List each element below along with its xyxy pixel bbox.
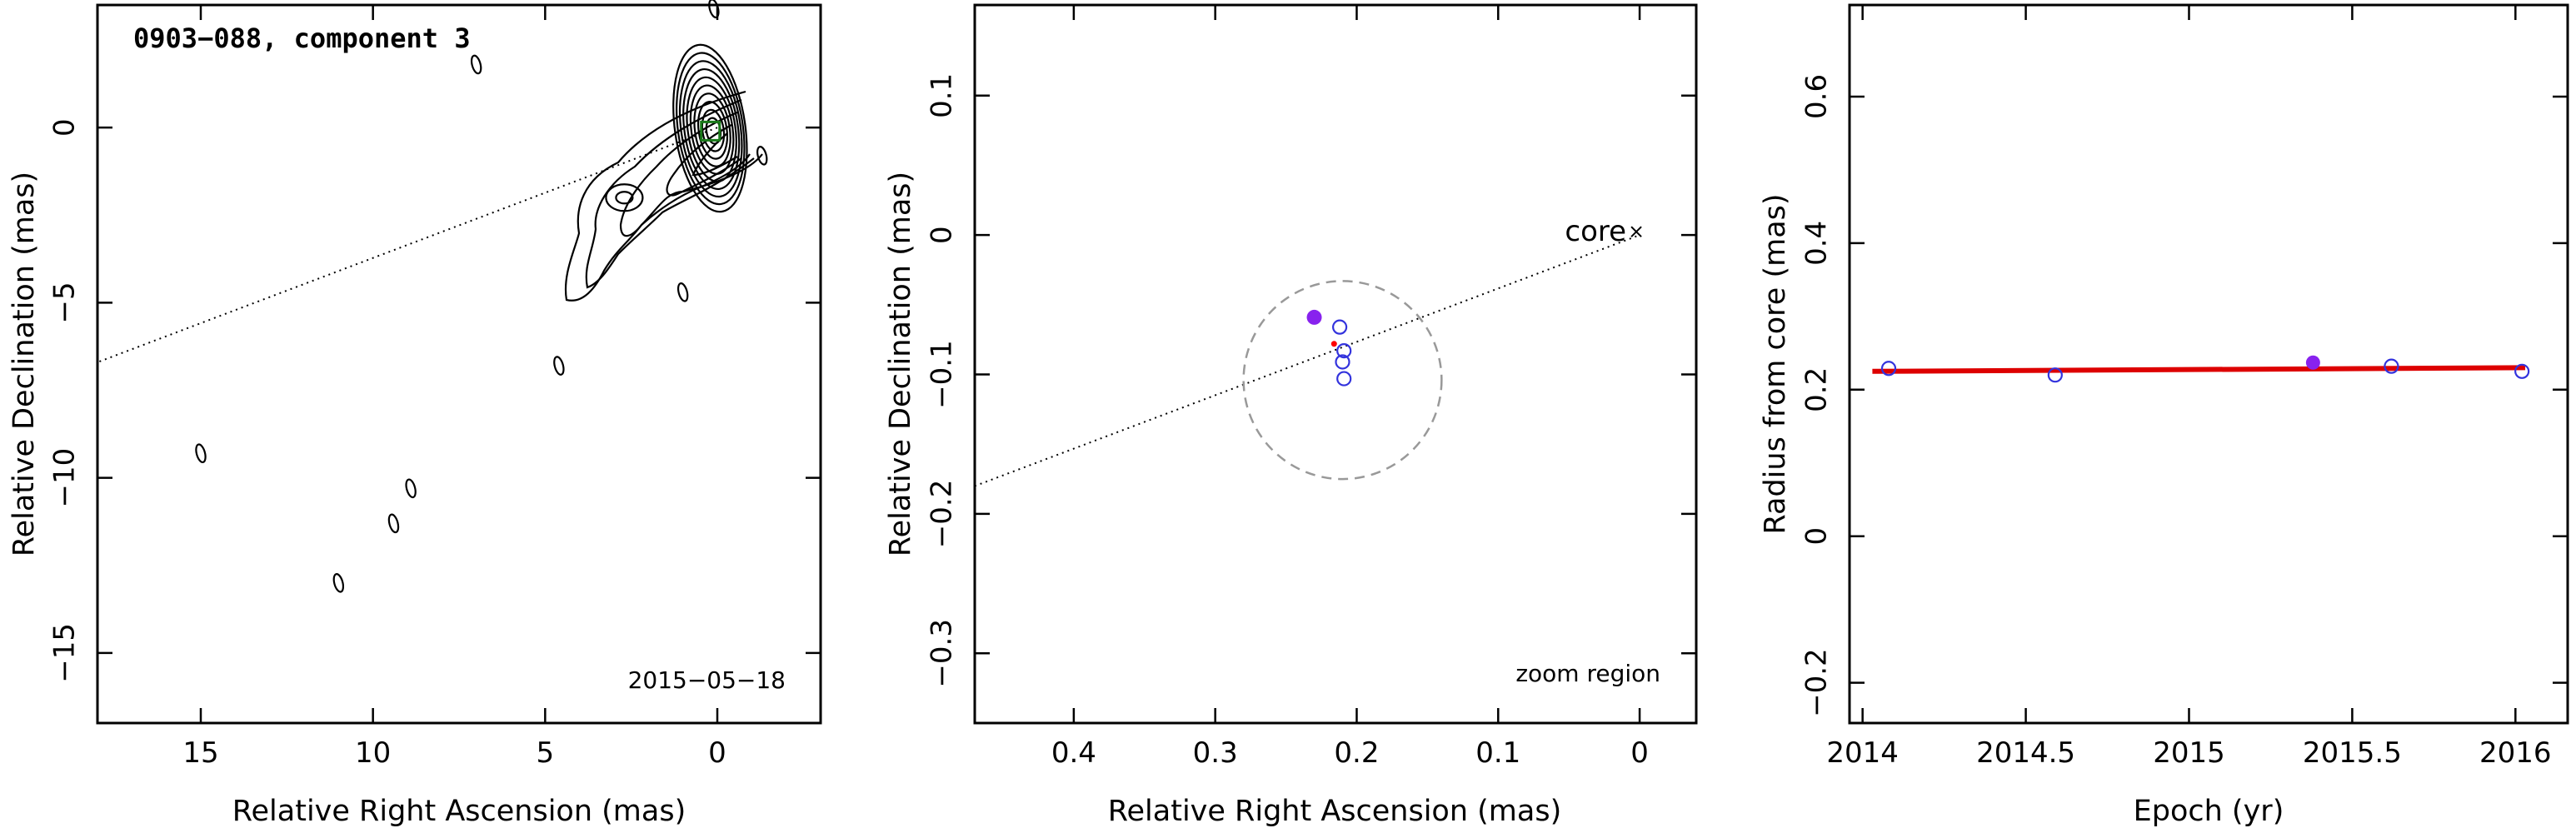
epoch-position-point (1336, 371, 1352, 387)
noise-contour (405, 478, 417, 499)
zoom-scatter-y-tick-label: −0.1 (926, 340, 959, 409)
epoch-position-point (1335, 354, 1350, 370)
radius-epoch-x-tick-label: 2014 (1826, 736, 1899, 770)
radius-epoch-frame (1848, 3, 2569, 725)
noise-contour (756, 146, 768, 166)
zoom-scatter-y-tick-label: −0.3 (926, 619, 959, 688)
core-contour (676, 52, 746, 206)
radius-epoch-y-tick-label: 0.4 (1800, 221, 1834, 266)
contour-map-x-tick-label: 5 (537, 736, 555, 770)
highlighted-radius-point (2305, 355, 2320, 370)
radius-epoch-panel: 2014 2014.5 2015 2015.5 2016 −0.2 0 0.2 0.4 0.6 E… (1759, 3, 2569, 828)
radius-epoch-x-tick-label: 2016 (2479, 736, 2552, 770)
contour-map-x-tick-label: 0 (708, 736, 726, 770)
noise-contour (553, 356, 565, 376)
radius-epoch-x-axis-label: Epoch (yr) (2134, 795, 2284, 828)
zoom-circle (1242, 280, 1443, 481)
epoch-position-point (1331, 319, 1348, 335)
contour-lines (97, 0, 768, 593)
zoom-scatter-y-axis-label: Relative Declination (mas) (884, 172, 917, 556)
radius-epoch-y-tick-label: 0.6 (1800, 74, 1834, 119)
zoom-scatter-panel: core zoom region 0.4 0.3 0.2 0.1 0 0.1 0 −0.1 −0.… (884, 3, 1698, 828)
noise-contour (676, 282, 689, 302)
radius-point (2514, 363, 2530, 379)
direction-line (974, 234, 1640, 487)
core-contour (693, 92, 731, 167)
core-contour (682, 67, 741, 191)
noise-contour (195, 443, 207, 464)
radius-epoch-x-tick-label: 2014.5 (1976, 736, 2075, 770)
zoom-scatter-marks: core zoom region (974, 215, 1660, 687)
zoom-scatter-x-tick-label: 0 (1630, 736, 1649, 770)
noise-contour (387, 513, 400, 534)
radius-epoch-marks (1872, 355, 2530, 383)
jet-contour (619, 111, 751, 237)
mean-position-point (1330, 341, 1337, 347)
contour-map-y-axis-label: Relative Declination (mas) (7, 172, 41, 556)
core-label: core (1565, 215, 1626, 248)
zoom-scatter-x-tick-label: 0.4 (1051, 736, 1096, 770)
radius-epoch-y-tick-label: 0.2 (1800, 367, 1834, 412)
noise-contour (332, 573, 345, 593)
zoom-scatter-x-tick-label: 0.1 (1475, 736, 1520, 770)
radius-point (2047, 367, 2063, 383)
epoch-position-point (1336, 342, 1352, 359)
zoom-scatter-y-tick-label: 0 (926, 226, 959, 244)
radius-epoch-x-tick-label: 2015.5 (2303, 736, 2402, 770)
contour-map-y-tick-label: −15 (48, 623, 82, 683)
radius-point (1880, 361, 1897, 377)
noise-contour (470, 54, 482, 75)
zoom-scatter-ticks: 0.4 0.3 0.2 0.1 0 0.1 0 −0.1 −0.2 −0.3 (926, 5, 1696, 770)
core-contour (679, 60, 743, 198)
contour-map-x-tick-label: 15 (182, 736, 218, 770)
contour-map-panel: 15 10 5 0 0 −5 −10 −15 0903−088, component 3 20… (7, 0, 822, 828)
radius-epoch-y-tick-label: −0.2 (1800, 648, 1834, 717)
radius-epoch-y-tick-label: 0 (1800, 527, 1834, 546)
contour-map-y-tick-label: −10 (48, 448, 82, 508)
jet-knot-contour (605, 183, 644, 212)
observation-date-label: 2015−05−18 (628, 666, 786, 694)
jet-contour (585, 98, 755, 289)
zoom-scatter-frame (973, 3, 1698, 725)
contour-map-x-tick-label: 10 (355, 736, 391, 770)
radius-epoch-x-tick-label: 2015 (2153, 736, 2225, 770)
jet-knot-contour (615, 191, 634, 205)
zoom-region-label: zoom region (1515, 660, 1660, 687)
zoom-scatter-y-tick-label: 0.1 (926, 73, 959, 118)
radius-point (2384, 358, 2399, 374)
core-marker (1630, 226, 1642, 237)
radius-fit-line (1872, 365, 2526, 374)
contour-map-y-tick-label: −5 (48, 282, 82, 323)
radius-epoch-ticks: 2014 2014.5 2015 2015.5 2016 −0.2 0 0.2 0.4 0.6 (1800, 5, 2568, 770)
jet-contour (691, 132, 738, 177)
radius-epoch-y-axis-label: Radius from core (mas) (1759, 193, 1792, 534)
zoom-scatter-y-tick-label: −0.2 (926, 480, 959, 549)
highlighted-epoch-point (1306, 309, 1322, 325)
zoom-scatter-x-tick-label: 0.2 (1334, 736, 1379, 770)
contour-map-title: 0903−088, component 3 (133, 22, 471, 54)
contour-map-frame (96, 3, 822, 725)
zoom-scatter-x-tick-label: 0.3 (1193, 736, 1238, 770)
jet-contour (666, 124, 742, 197)
contour-map-x-axis-label: Relative Right Ascension (mas) (232, 795, 686, 828)
component-marker (700, 120, 721, 142)
contour-map-ticks: 15 10 5 0 0 −5 −10 −15 (48, 5, 821, 770)
zoom-scatter-x-axis-label: Relative Right Ascension (mas) (1108, 795, 1561, 828)
contour-map-y-tick-label: 0 (48, 118, 82, 137)
